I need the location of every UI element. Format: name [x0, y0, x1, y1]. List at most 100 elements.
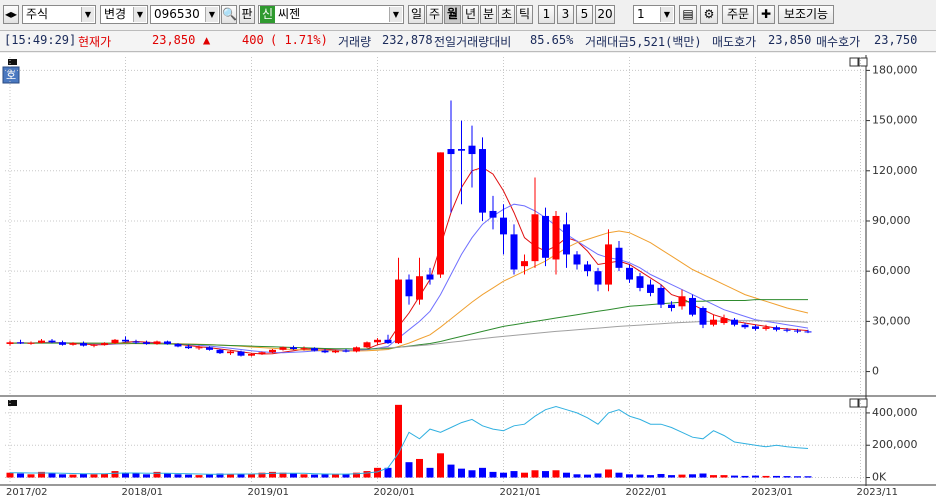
name-input[interactable]: 신 씨젠 ▼ [258, 5, 404, 24]
save-button[interactable]: ▤ [679, 5, 697, 24]
candle-body [80, 343, 87, 346]
candle-body [405, 279, 413, 297]
candle-body [248, 354, 255, 356]
candle-body [668, 304, 675, 308]
candle-body [69, 343, 77, 345]
candle-body [647, 284, 654, 293]
volume-bar [38, 471, 45, 478]
candle-body [395, 279, 402, 344]
period-button[interactable]: 일 [408, 5, 425, 24]
panel-marker [8, 400, 17, 406]
prev-ratio: 85.65% [530, 33, 574, 47]
candle-body [636, 276, 644, 288]
candle-body [258, 352, 266, 355]
candle-body [584, 264, 591, 272]
volume-bar [615, 472, 623, 478]
y-tick-label: 60,000 [872, 264, 911, 277]
candle-body [710, 319, 717, 325]
time: [15:49:29] [4, 33, 77, 47]
volume-bar [111, 471, 119, 478]
y-tick-label: 0K [872, 471, 887, 484]
volume-bar [185, 474, 192, 478]
ask-label: 매도호가 [712, 35, 757, 49]
candle-body [678, 296, 686, 307]
period-button[interactable]: 주 [426, 5, 443, 24]
period-button[interactable]: 분 [480, 5, 497, 24]
candle-body [500, 217, 507, 235]
volume-bar [552, 470, 560, 478]
candle-body [206, 347, 213, 350]
volume-bar [153, 471, 161, 478]
prev-ratio-label: 전일거래량대비 [434, 35, 512, 49]
candle-body [269, 349, 276, 353]
volume-bar [762, 475, 770, 478]
period-button[interactable]: 1 [538, 5, 555, 24]
volume-bar [447, 464, 455, 478]
volume-bar [48, 473, 56, 478]
volume-bar [458, 468, 465, 478]
volume-bar [59, 474, 66, 478]
y-tick-label: 200,000 [872, 438, 918, 451]
candle-body [468, 145, 476, 155]
volume-bar [594, 473, 602, 478]
period-button[interactable]: 3 [557, 5, 574, 24]
badge: 신 [260, 6, 276, 23]
bid: 23,750 [874, 33, 918, 47]
chart-button[interactable] [2, 66, 20, 84]
volume-bar [258, 472, 266, 478]
code-input[interactable]: 096530 ▼ [150, 5, 220, 24]
candle-body [143, 342, 150, 344]
period-button[interactable]: 20 [595, 5, 615, 24]
chart-background [0, 53, 936, 498]
volume-bar [479, 467, 486, 478]
window-icon[interactable] [849, 57, 859, 67]
volume-bar [500, 472, 507, 478]
aux-button[interactable]: 보조기능 [778, 5, 834, 24]
candle-body [689, 297, 696, 315]
count-input[interactable]: 1 ▼ [633, 5, 675, 24]
candle-body [38, 340, 45, 343]
change-select[interactable]: 변경 ▼ [100, 5, 148, 24]
period-button[interactable]: 년 [462, 5, 479, 24]
volume-bar [584, 474, 591, 478]
add-button[interactable]: ✚ [757, 5, 775, 24]
volume-bar [689, 474, 696, 478]
candle-body [342, 350, 350, 352]
order-button[interactable]: 주문 [722, 5, 754, 24]
candle-body [374, 339, 381, 343]
candle-body [657, 287, 665, 305]
period-button[interactable]: 5 [576, 5, 593, 24]
volume-bar [80, 473, 87, 478]
period-button[interactable]: 초 [498, 5, 515, 24]
volume-bar [269, 471, 276, 478]
candle-body [594, 271, 602, 285]
window-icon[interactable] [849, 398, 859, 408]
volume-bar [668, 475, 675, 478]
candle-body [437, 152, 444, 275]
nav-button[interactable]: ◂▸ [3, 5, 19, 24]
window-icon[interactable] [858, 57, 868, 67]
volume-bar [678, 474, 686, 478]
period-button[interactable]: 틱 [516, 5, 533, 24]
dropdown-arrow: ▼ [81, 7, 94, 22]
volume-bar [426, 467, 434, 478]
candle-body [279, 347, 287, 350]
volume-bar [395, 404, 402, 478]
period-button[interactable]: 월 [444, 5, 461, 24]
candle-body [59, 342, 66, 345]
volume-bar [342, 474, 350, 478]
panel-marker [8, 59, 17, 65]
x-tick-label: 2019/01 [248, 487, 290, 498]
candle-body [174, 343, 182, 347]
candle-body [720, 318, 728, 324]
window-icon[interactable] [858, 398, 868, 408]
volume-bar [489, 471, 497, 478]
settings-button[interactable]: ⚙ [700, 5, 718, 24]
search-button[interactable]: 🔍 [221, 5, 237, 24]
pan-button[interactable]: 판 [239, 5, 255, 24]
volume-bar [321, 474, 329, 478]
market-select[interactable]: 주식 ▼ [22, 5, 96, 24]
volume-bar [132, 473, 140, 478]
bid-label: 매수호가 [816, 35, 861, 49]
